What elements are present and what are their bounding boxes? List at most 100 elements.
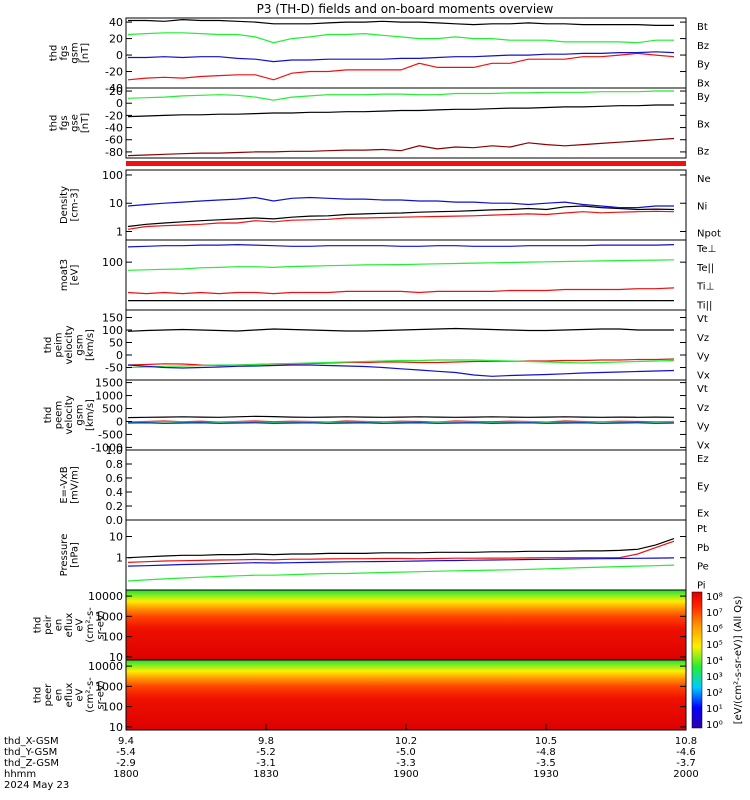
series-ti-: [127, 259, 675, 271]
legend-bx: Bx: [697, 119, 710, 130]
y-axis-label-line: peer: [43, 683, 54, 707]
y-axis-label-line: Density: [59, 186, 70, 224]
y-tick-label: 10: [109, 651, 123, 664]
y-tick-label: 50: [109, 337, 123, 350]
legend-vt: Vt: [697, 314, 708, 325]
y-axis-label-line: thd: [33, 687, 44, 704]
x-tick-label: 1930: [533, 769, 558, 780]
series-ti-: [127, 243, 675, 248]
y-axis-label-line: [eV]: [69, 265, 80, 286]
x-tick-label: -5.2: [256, 747, 276, 758]
y-axis-label-line: E=-VxB: [59, 466, 70, 503]
legend-pb: Pb: [697, 543, 709, 554]
panel-4: 100 moat3 [eV] Te⊥ Te|| Ti⊥ Ti||: [59, 239, 716, 311]
panel-3: 100 10 1 Density [cm-3] Ne Ni Npot: [59, 169, 721, 241]
panel-frame: [125, 87, 687, 159]
colorbar-tick: 10³: [706, 672, 723, 683]
y-tick-label: -40: [105, 122, 123, 135]
legend-npot: Npot: [697, 229, 721, 240]
legend-by: By: [697, 60, 710, 71]
plot-title: P3 (TH-D) fields and on-board moments ov…: [257, 2, 554, 16]
panel-frame: [125, 239, 687, 311]
y-tick-label: 0.4: [106, 486, 124, 499]
legend-bx: Bx: [697, 78, 710, 89]
series-te-: [127, 287, 675, 295]
y-axis-label-line: [km/s]: [85, 329, 96, 361]
x-tick-label: -2.9: [116, 758, 136, 769]
panel-frame: [125, 169, 687, 241]
x-tick-label: 10.2: [395, 736, 417, 747]
colorbar-tick: 10⁵: [706, 640, 723, 651]
y-axis-label: moat3 [eV]: [59, 259, 81, 291]
colorbar-gradient: [691, 591, 703, 729]
y-tick-label: 10000: [88, 660, 123, 673]
y-tick-label: 500: [102, 403, 123, 416]
legend-ne: Ne: [697, 174, 711, 185]
y-tick-label: 100: [102, 324, 123, 337]
colorbar-tick: 10⁷: [706, 608, 723, 619]
legend-pt: Pt: [697, 524, 707, 535]
y-axis-label: thd fgs gsm [nT]: [48, 42, 91, 63]
y-axis-label-line: thd: [33, 617, 44, 634]
y-axis-label-line: en: [54, 619, 65, 632]
y-axis-label-line: eflux: [64, 683, 75, 708]
y-tick-label: -40: [105, 82, 123, 95]
y-tick-label: 0: [116, 49, 123, 62]
legend-vy: Vy: [697, 352, 710, 363]
series-by: [127, 32, 674, 44]
y-axis-label-line: eV: [75, 688, 86, 701]
legend-vz: Vz: [697, 333, 709, 344]
y-axis-label-line: thd: [48, 45, 59, 62]
series-pb: [127, 540, 675, 563]
y-axis-label-line: velocity: [64, 325, 75, 364]
series-vx: [127, 364, 675, 377]
separator-band: [126, 161, 686, 166]
y-tick-label: 20: [109, 33, 123, 46]
colorbar-tick: 10⁶: [706, 624, 723, 635]
legend-ti-: Ti⊥: [696, 282, 714, 293]
y-axis-label-line: sr-eV): [96, 610, 107, 639]
legend-ex: Ex: [697, 509, 709, 520]
series-by: [127, 90, 674, 101]
y-axis-label-line: [km/s]: [85, 399, 96, 431]
y-tick-label: -20: [105, 109, 123, 122]
legend-te-: Te⊥: [696, 244, 716, 255]
y-axis-label-line: sr-eV): [96, 680, 107, 709]
y-tick-label: 0.8: [106, 458, 124, 471]
y-tick-label: 100: [102, 169, 123, 182]
series-bt: [128, 18, 674, 26]
legend-ni: Ni: [697, 201, 707, 212]
y-axis-label-line: gsm: [75, 404, 86, 425]
y-tick-label: 10: [109, 531, 123, 544]
y-tick-label: 1000: [95, 680, 123, 693]
y-tick-label: 0.6: [106, 472, 124, 485]
y-axis-label-line: [mV/m]: [69, 466, 80, 504]
y-tick-label: 1000: [95, 390, 123, 403]
y-axis-label-line: (cm²-s-: [85, 677, 96, 713]
x-tick-label: 1900: [393, 769, 418, 780]
y-tick-label: 0: [116, 97, 123, 110]
y-axis-label: thd peem velocity gsm [km/s]: [43, 395, 96, 434]
y-tick-label: 20: [109, 85, 123, 98]
y-tick-label: 100: [102, 631, 123, 644]
y-tick-label: 10000: [88, 590, 123, 603]
y-tick-label: 1: [116, 552, 123, 565]
x-tick-label: -3.3: [396, 758, 416, 769]
y-axis-label: Density [cm-3]: [59, 186, 81, 224]
x-row-label: thd_X-GSM: [4, 736, 59, 747]
y-tick-label: 1500: [95, 377, 123, 390]
x-row-label: hhmm: [4, 769, 36, 780]
y-tick-label: 1: [116, 225, 123, 238]
y-tick-label: 0: [116, 349, 123, 362]
y-axis-label-line: [nT]: [80, 113, 91, 133]
legend-pi: Pi: [697, 580, 706, 591]
y-axis-label-line: thd: [43, 407, 54, 424]
y-axis-label: thd peir en eflux eV (cm²-s-sr-eV): [33, 607, 107, 643]
panel-8: 10 1 Pressure [nPa] Pt Pb Pe Pi: [59, 519, 709, 591]
y-tick-label: 10: [109, 721, 123, 734]
y-tick-label: -60: [105, 134, 123, 147]
colorbar-tick: 10¹: [706, 704, 723, 715]
